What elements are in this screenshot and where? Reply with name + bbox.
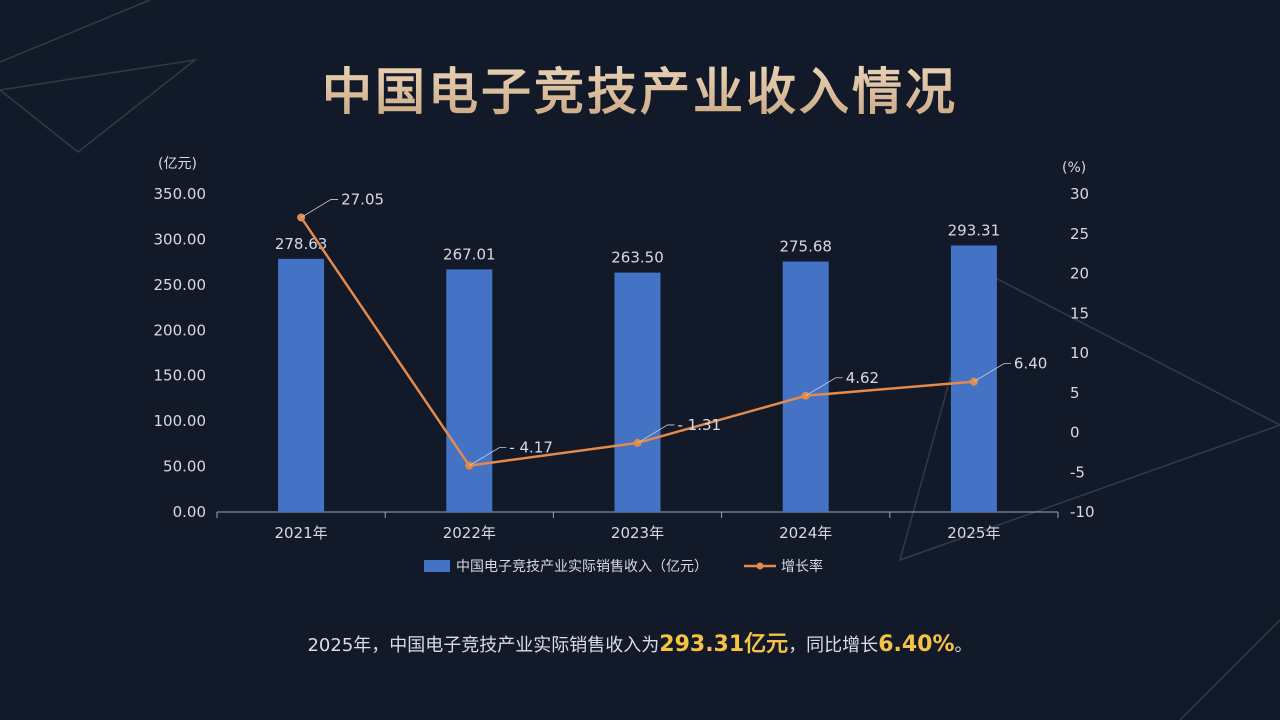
summary-middle: ，同比增长 (788, 635, 879, 656)
growth-label-leader (805, 377, 843, 397)
growth-label-leader (300, 199, 339, 218)
left-axis-tick: 50.00 (163, 458, 206, 476)
growth-value-label: 6.40 (1014, 355, 1047, 373)
bar-value-label: 278.63 (275, 235, 328, 253)
summary-prefix: 2025年，中国电子竞技产业实际销售收入为 (307, 635, 660, 656)
growth-value-label: 4.62 (846, 369, 879, 387)
right-axis-tick: 5 (1070, 384, 1080, 402)
x-axis-category-label: 2022年 (443, 524, 496, 542)
growth-label-leader (637, 424, 675, 444)
revenue-bar (446, 269, 493, 512)
x-axis-category-label: 2021年 (275, 524, 328, 542)
bar-value-label: 267.01 (443, 245, 496, 263)
legend-line-label: 增长率 (781, 558, 823, 575)
left-axis-tick: 100.00 (154, 412, 207, 430)
bar-value-label: 263.50 (611, 249, 664, 267)
left-axis-tick: 350.00 (154, 185, 207, 203)
legend-bar-swatch (424, 560, 450, 572)
left-axis-tick: 150.00 (154, 367, 207, 385)
right-axis-tick: 10 (1070, 344, 1089, 362)
legend-line-marker (756, 562, 764, 570)
bar-value-label: 275.68 (779, 238, 832, 256)
right-axis-tick: -10 (1070, 503, 1095, 521)
right-axis-tick: 20 (1070, 265, 1089, 283)
summary-suffix: 。 (954, 635, 973, 656)
right-axis-unit: (%) (1062, 160, 1086, 176)
right-axis-tick: 0 (1070, 424, 1080, 442)
right-axis-tick: 25 (1070, 225, 1089, 243)
summary-growth-value: 6.40% (878, 632, 955, 657)
revenue-bar (782, 261, 829, 512)
right-axis-tick: 15 (1070, 304, 1089, 322)
revenue-bar (614, 272, 661, 512)
left-axis-tick: 300.00 (154, 230, 207, 248)
left-axis-tick: 250.00 (154, 276, 207, 294)
summary-revenue-value: 293.31亿元 (659, 632, 789, 657)
right-axis-tick: -5 (1070, 463, 1085, 481)
revenue-bar (278, 258, 325, 512)
growth-label-leader (973, 363, 1011, 382)
x-axis-category-label: 2025年 (947, 524, 1000, 542)
x-axis-category-label: 2024年 (779, 524, 832, 542)
left-axis-tick: 0.00 (173, 503, 206, 521)
growth-value-label: - 1.31 (678, 416, 722, 434)
growth-value-label: 27.05 (341, 190, 384, 208)
left-axis-tick: 200.00 (154, 321, 207, 339)
bar-value-label: 293.31 (948, 222, 1001, 240)
x-axis-category-label: 2023年 (611, 524, 664, 542)
legend-bar-label: 中国电子竞技产业实际销售收入（亿元） (456, 558, 708, 575)
summary-text: 2025年，中国电子竞技产业实际销售收入为293.31亿元，同比增长6.40%。 (0, 626, 1280, 658)
growth-value-label: - 4.17 (509, 439, 553, 457)
page-title: 中国电子竞技产业收入情况 (0, 52, 1280, 124)
right-axis-tick: 30 (1070, 185, 1089, 203)
growth-label-leader (469, 447, 507, 466)
left-axis-unit: (亿元) (158, 156, 197, 172)
